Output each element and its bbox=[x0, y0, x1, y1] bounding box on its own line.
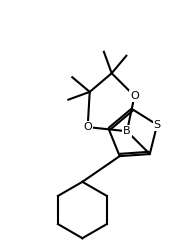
Text: B: B bbox=[123, 126, 131, 136]
Text: O: O bbox=[83, 122, 92, 132]
Text: S: S bbox=[154, 120, 161, 130]
Text: O: O bbox=[130, 91, 139, 101]
